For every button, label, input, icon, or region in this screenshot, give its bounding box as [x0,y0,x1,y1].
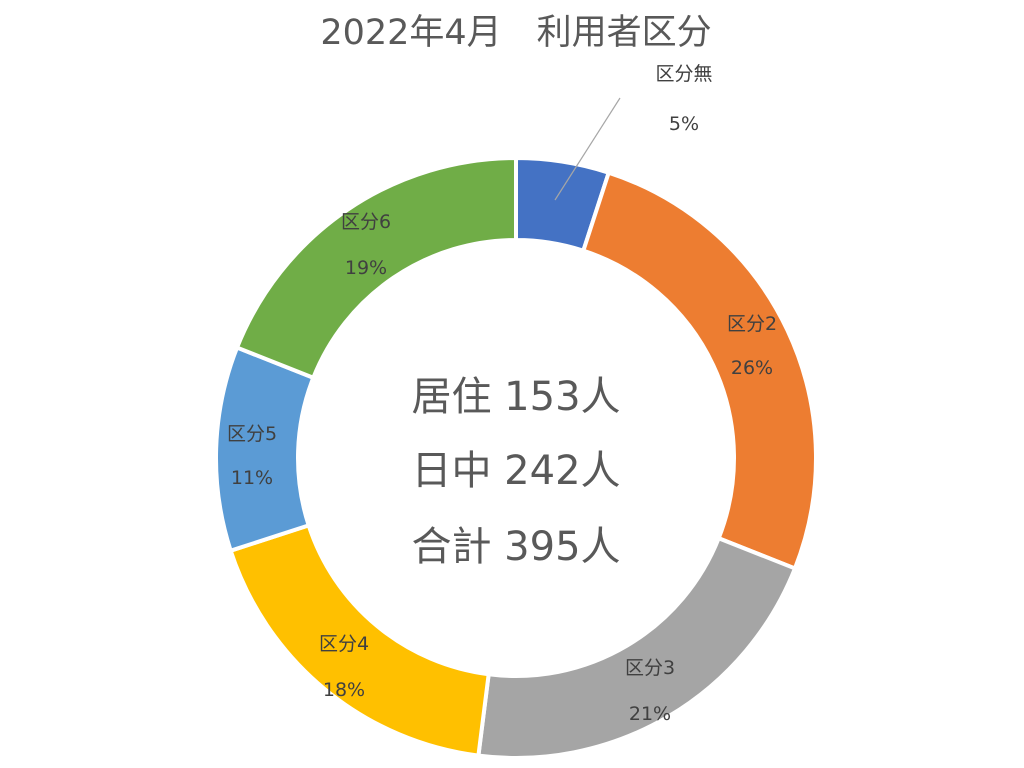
slice-category-label: 区分2 [727,313,777,335]
slice-value-label: 18% [323,679,365,701]
chart-title: 2022年4月 利用者区分 [320,13,711,53]
slice-labels: 区分無 5% 区分2 26% 区分3 21% 区分4 18% 区分5 11% 区分6 19% [227,63,777,725]
slice-category-label: 区分3 [625,657,675,679]
center-summary: 居住 153人 日中 242人 合計 395人 [411,374,620,570]
donut-slice-2 [580,170,818,572]
slice-category-label: 区分6 [341,211,391,233]
slice-category-label: 区分無 [655,63,712,85]
center-line-daytime: 日中 242人 [411,448,620,494]
center-line-residence: 居住 153人 [411,374,620,420]
slice-category-label: 区分5 [227,423,277,445]
donut-slices [214,155,818,760]
leader-line [554,97,621,201]
slice-value-label: 5% [669,113,699,135]
donut-slice-5 [214,344,316,554]
slice-category-label: 区分4 [319,633,369,655]
slice-value-label: 11% [231,467,273,489]
slice-value-label: 21% [629,703,671,725]
center-line-total: 合計 395人 [411,524,620,570]
slice-value-label: 26% [731,357,773,379]
donut-slice-3 [476,535,798,760]
donut-slice-6 [234,155,518,381]
slice-value-label: 19% [345,257,387,279]
